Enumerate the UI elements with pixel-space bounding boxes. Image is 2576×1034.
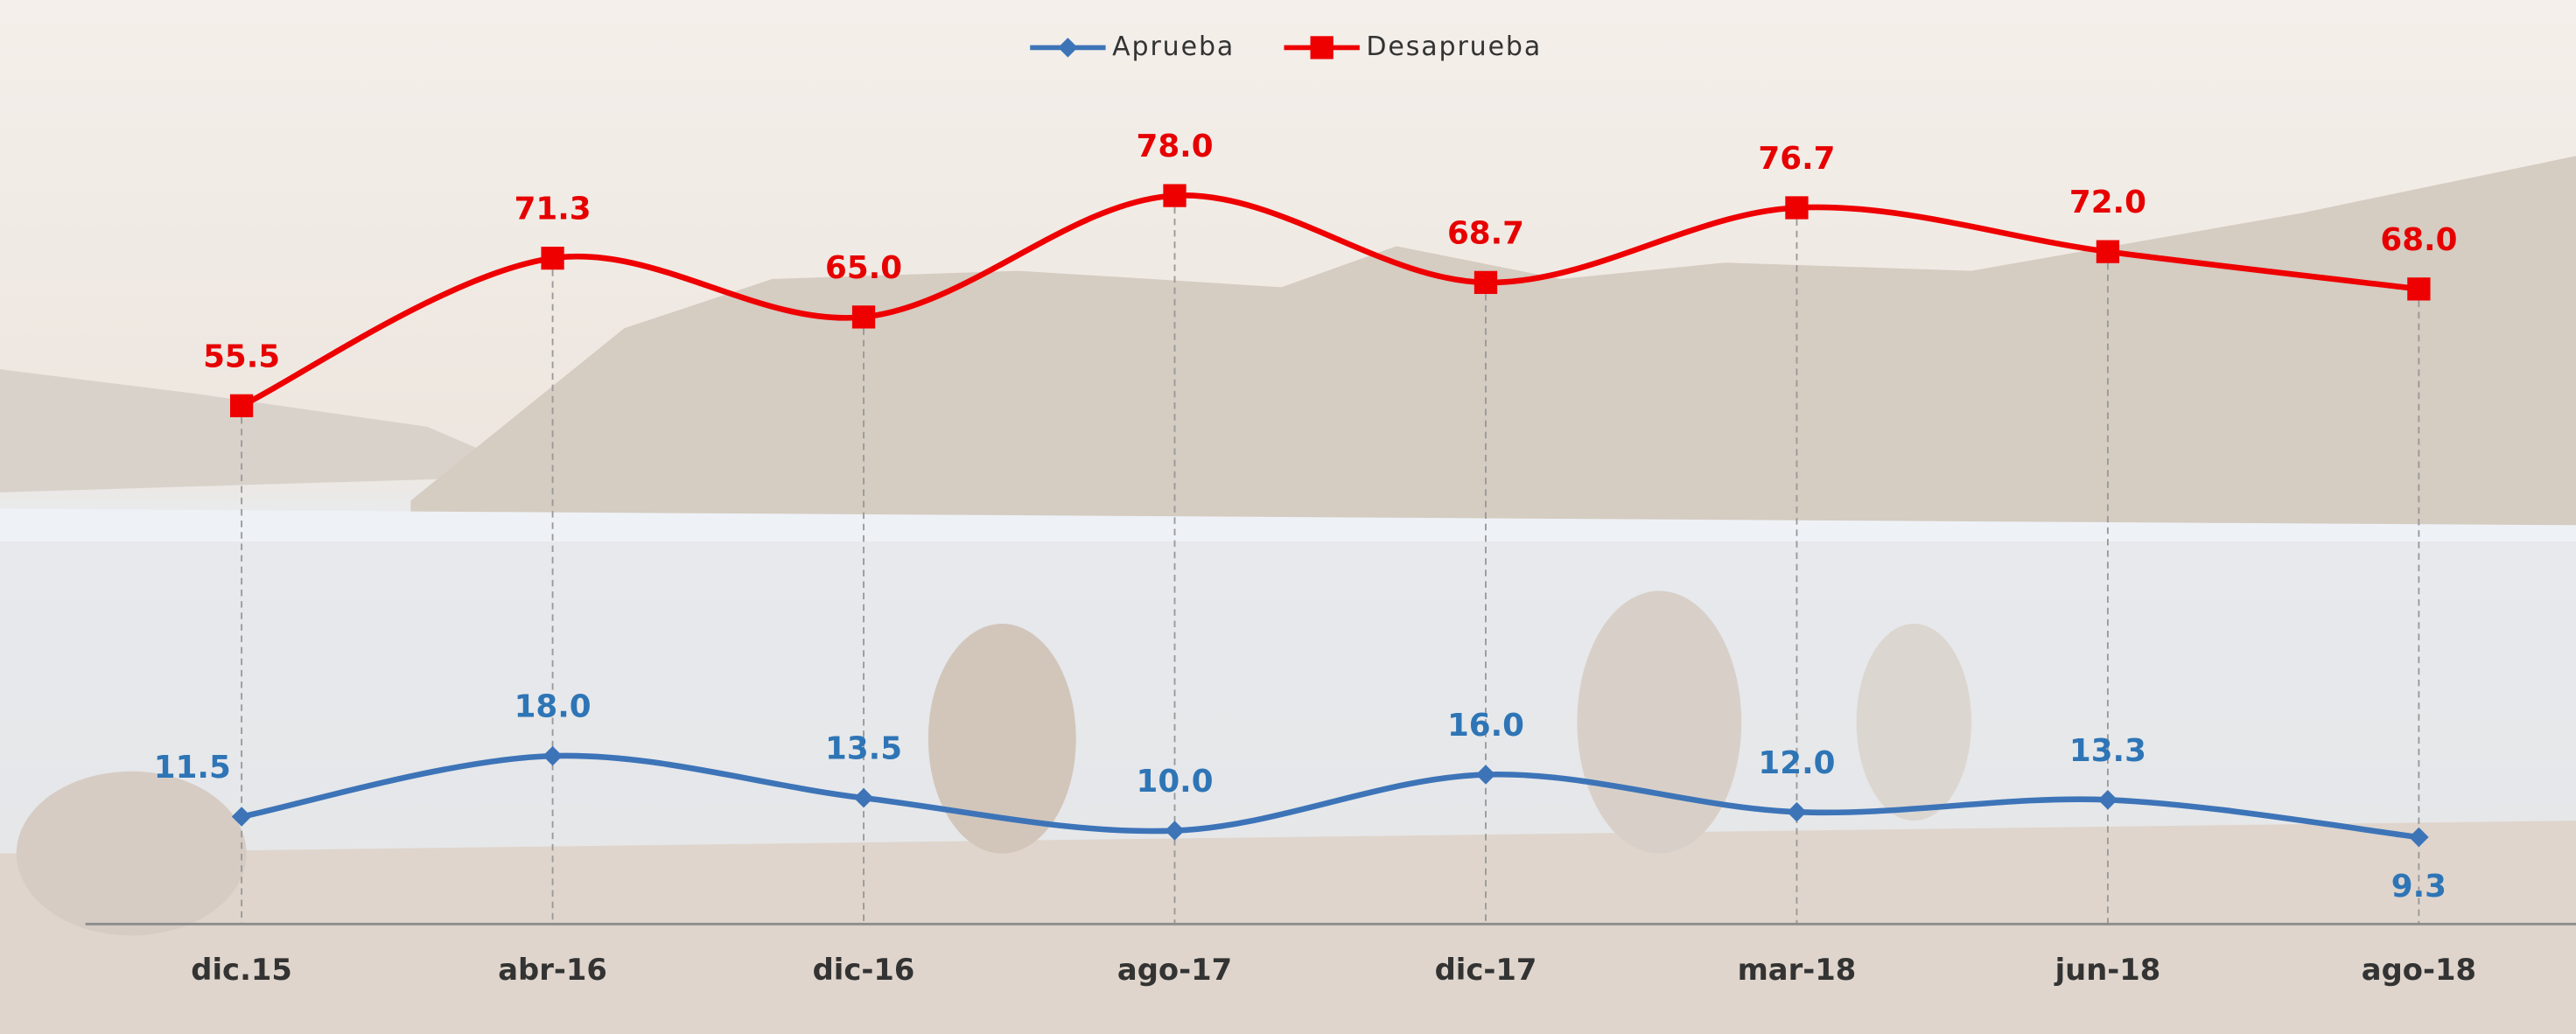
x-tick-label: dic-16 bbox=[813, 953, 915, 987]
data-label: 13.5 bbox=[825, 731, 902, 767]
legend-label: Desaprueba bbox=[1366, 31, 1542, 62]
legend-label: Aprueba bbox=[1112, 31, 1235, 62]
data-label: 12.0 bbox=[1758, 745, 1835, 781]
marker bbox=[1165, 821, 1185, 841]
data-label: 16.0 bbox=[1447, 708, 1524, 744]
data-label: 71.3 bbox=[514, 192, 592, 227]
data-label: 55.5 bbox=[203, 339, 280, 374]
data-label: 78.0 bbox=[1137, 129, 1214, 164]
x-tick-label: ago-17 bbox=[1117, 953, 1232, 987]
data-label: 72.0 bbox=[2069, 185, 2146, 220]
marker bbox=[1163, 184, 1186, 207]
data-label: 76.7 bbox=[1758, 141, 1835, 177]
x-tick-label: mar-18 bbox=[1738, 953, 1857, 987]
data-label: 18.0 bbox=[514, 689, 592, 725]
marker bbox=[1474, 270, 1498, 295]
data-label: 13.3 bbox=[2069, 733, 2146, 769]
marker bbox=[1785, 196, 1809, 220]
data-label: 68.7 bbox=[1447, 215, 1524, 251]
data-label: 10.0 bbox=[1137, 764, 1214, 800]
x-tick-label: dic-17 bbox=[1435, 953, 1537, 987]
data-label: 11.5 bbox=[154, 750, 231, 786]
marker bbox=[1475, 765, 1496, 785]
marker bbox=[2097, 790, 2118, 810]
data-label: 65.0 bbox=[825, 250, 902, 286]
marker bbox=[2407, 277, 2431, 301]
x-tick-label: dic.15 bbox=[191, 953, 292, 987]
data-label: 9.3 bbox=[2391, 869, 2446, 905]
x-tick-label: jun-18 bbox=[2054, 953, 2161, 987]
marker bbox=[541, 246, 564, 270]
marker bbox=[2096, 240, 2120, 263]
x-tick-label: abr-16 bbox=[498, 953, 607, 987]
series-line bbox=[240, 192, 2419, 409]
legend: Aprueba Desaprueba bbox=[1030, 31, 1542, 62]
data-label: 68.0 bbox=[2380, 222, 2457, 258]
marker bbox=[851, 305, 876, 329]
marker bbox=[1310, 36, 1334, 59]
series-line bbox=[241, 752, 2419, 841]
marker bbox=[231, 807, 252, 827]
marker bbox=[229, 394, 254, 417]
marker bbox=[1058, 38, 1078, 58]
marker bbox=[853, 787, 874, 808]
x-tick-label: ago-18 bbox=[2362, 953, 2476, 987]
